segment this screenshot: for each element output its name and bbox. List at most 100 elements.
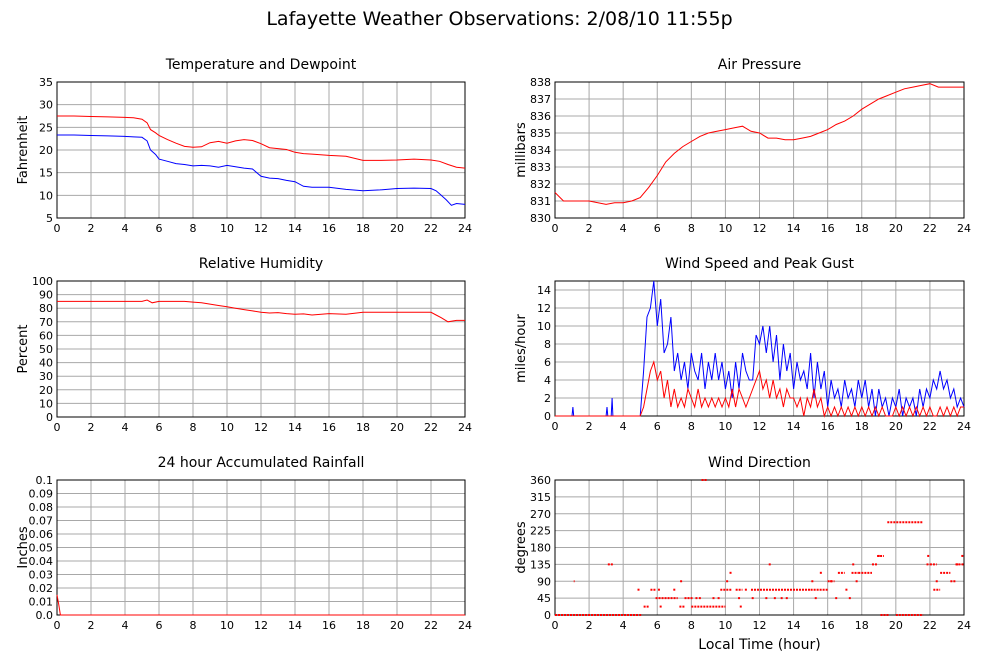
x-tick-label: 10 xyxy=(718,222,732,235)
y-tick-label: 0.01 xyxy=(29,596,54,609)
y-tick-label: 835 xyxy=(530,127,551,140)
x-tick-label: 18 xyxy=(356,421,370,434)
direction-point xyxy=(729,571,732,574)
y-tick-label: 837 xyxy=(530,93,551,106)
x-tick-label: 6 xyxy=(156,619,163,632)
direction-point xyxy=(637,588,640,591)
series-line xyxy=(56,594,465,616)
x-tick-label: 6 xyxy=(654,222,661,235)
x-tick-label: 20 xyxy=(889,420,903,433)
x-tick-label: 2 xyxy=(586,619,593,632)
x-tick-label: 8 xyxy=(688,619,695,632)
series-line xyxy=(57,115,466,169)
x-tick-label: 16 xyxy=(322,619,336,632)
x-tick-label: 12 xyxy=(753,619,767,632)
chart-3: 0 2 4 6 8 10 12 14 16 18 20 22 240102030405060708090… xyxy=(16,256,472,434)
chart-title: Wind Speed and Peak Gust xyxy=(665,256,854,272)
x-tick-label: 8 xyxy=(688,420,695,433)
x-tick-label: 14 xyxy=(288,222,302,235)
y-tick-label: 0.06 xyxy=(29,528,54,541)
x-tick-label: 18 xyxy=(855,222,869,235)
x-tick-label: 18 xyxy=(855,420,869,433)
y-tick-label: 6 xyxy=(544,356,551,369)
direction-point xyxy=(848,597,851,600)
y-tick-label: 0.0 xyxy=(36,609,54,622)
direction-point xyxy=(726,580,729,583)
y-tick-label: 80 xyxy=(39,302,53,315)
x-tick-label: 10 xyxy=(718,420,732,433)
x-tick-label: 10 xyxy=(220,421,234,434)
direction-point xyxy=(845,588,848,591)
page-title: Lafayette Weather Observations: 2/08/10 … xyxy=(266,8,733,30)
x-tick-label: 18 xyxy=(356,222,370,235)
direction-point xyxy=(744,588,747,591)
x-tick-label: 2 xyxy=(586,222,593,235)
x-axis-label: Local Time (hour) xyxy=(698,637,820,653)
chart-title: Air Pressure xyxy=(718,57,801,73)
x-tick-label: 4 xyxy=(122,619,129,632)
direction-point xyxy=(852,563,855,566)
y-tick-label: 270 xyxy=(530,508,551,521)
x-tick-label: 8 xyxy=(190,222,197,235)
direction-point xyxy=(695,597,698,600)
x-tick-label: 6 xyxy=(654,619,661,632)
plot-frame xyxy=(554,81,965,219)
series-line xyxy=(555,280,965,417)
x-tick-label: 8 xyxy=(190,619,197,632)
y-tick-label: 831 xyxy=(530,195,551,208)
y-tick-label: 834 xyxy=(530,144,551,157)
x-tick-label: 0 xyxy=(552,619,559,632)
x-tick-label: 16 xyxy=(821,420,835,433)
y-tick-label: 836 xyxy=(530,110,551,123)
x-tick-label: 0 xyxy=(552,420,559,433)
x-tick-label: 16 xyxy=(821,619,835,632)
x-tick-label: 22 xyxy=(424,421,438,434)
series-line xyxy=(57,299,465,323)
y-tick-label: 90 xyxy=(537,575,551,588)
direction-point xyxy=(780,597,783,600)
direction-point xyxy=(935,580,938,583)
y-tick-label: 0 xyxy=(544,410,551,423)
y-tick-label: 360 xyxy=(530,474,551,487)
y-tick-label: 10 xyxy=(537,320,551,333)
direction-point xyxy=(639,614,642,616)
y-tick-label: 50 xyxy=(39,343,53,356)
x-tick-label: 14 xyxy=(787,420,801,433)
plot-frame xyxy=(554,479,965,616)
direction-point xyxy=(657,588,660,591)
y-tick-label: 2 xyxy=(544,392,551,405)
direction-point xyxy=(738,597,741,600)
x-tick-label: 22 xyxy=(424,619,438,632)
x-tick-label: 24 xyxy=(458,421,472,434)
y-tick-label: 20 xyxy=(39,144,53,157)
y-tick-label: 5 xyxy=(46,212,53,225)
x-tick-label: 20 xyxy=(390,222,404,235)
y-tick-label: 225 xyxy=(530,525,551,538)
y-tick-label: 70 xyxy=(39,316,53,329)
y-tick-label: 833 xyxy=(530,161,551,174)
x-tick-label: 24 xyxy=(458,222,472,235)
series-line xyxy=(554,83,964,205)
x-tick-label: 4 xyxy=(122,222,129,235)
x-tick-label: 12 xyxy=(753,420,767,433)
x-tick-label: 22 xyxy=(923,619,937,632)
x-tick-label: 4 xyxy=(620,222,627,235)
x-tick-label: 2 xyxy=(88,421,95,434)
y-tick-label: 0.09 xyxy=(29,488,54,501)
y-tick-label: 90 xyxy=(39,289,53,302)
direction-point xyxy=(785,597,788,600)
x-tick-label: 0 xyxy=(552,222,559,235)
y-axis-label: Fahrenheit xyxy=(16,116,31,185)
y-tick-label: 135 xyxy=(530,558,551,571)
y-tick-label: 0.08 xyxy=(29,501,54,514)
y-tick-label: 100 xyxy=(32,275,53,288)
x-tick-label: 6 xyxy=(654,420,661,433)
y-tick-label: 0 xyxy=(544,609,551,622)
y-tick-label: 0.05 xyxy=(29,542,54,555)
chart-1: 0 2 4 6 8 10 12 14 16 18 20 22 245101520253035Temper… xyxy=(16,57,472,235)
x-tick-label: 24 xyxy=(458,619,472,632)
chart-title: 24 hour Accumulated Rainfall xyxy=(158,455,365,471)
x-tick-label: 24 xyxy=(957,619,971,632)
x-tick-label: 14 xyxy=(787,619,801,632)
